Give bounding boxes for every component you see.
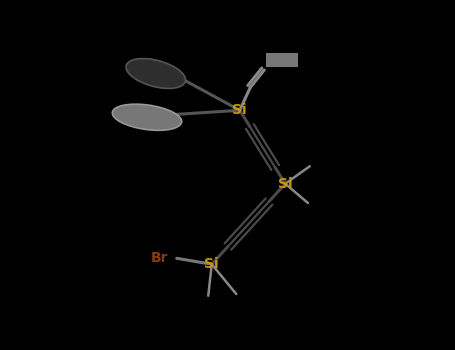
Bar xyxy=(266,53,298,66)
Text: Br: Br xyxy=(151,251,168,265)
Text: Si: Si xyxy=(204,257,219,271)
Ellipse shape xyxy=(112,104,182,130)
Ellipse shape xyxy=(126,58,186,89)
Text: Si: Si xyxy=(233,103,247,117)
Text: Si: Si xyxy=(278,177,293,191)
